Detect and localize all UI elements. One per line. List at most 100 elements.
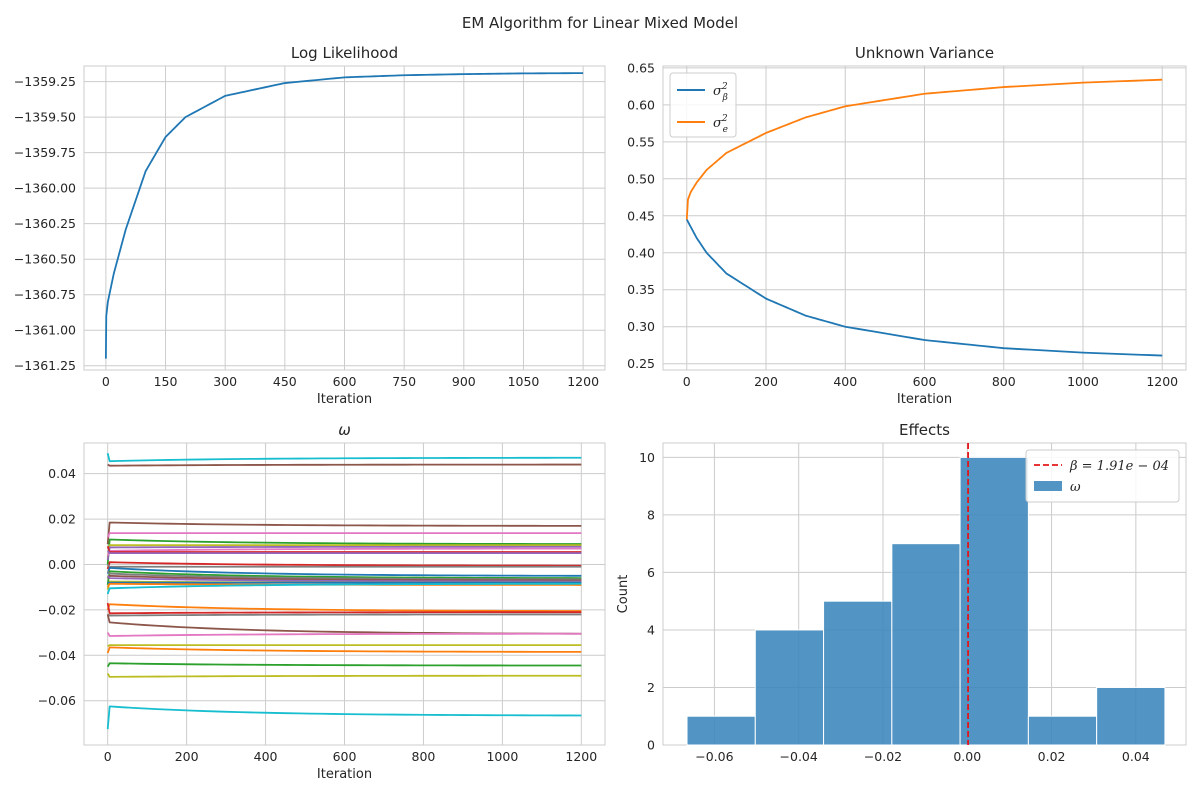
omega-trace — [107, 550, 582, 555]
x-tick-label: 600 — [913, 374, 937, 389]
x-tick-label: 300 — [213, 374, 237, 389]
y-tick-label: 0.55 — [627, 134, 655, 149]
x-tick-label: 1000 — [1067, 374, 1099, 389]
omega-trace — [106, 538, 582, 565]
x-tick-label: 600 — [333, 374, 357, 389]
x-tick-label: 1000 — [486, 749, 518, 764]
omega-trace — [107, 574, 582, 582]
y-tick-label: −0.02 — [38, 602, 76, 617]
y-tick-label: −1360.00 — [14, 181, 76, 196]
y-tick-label: 0.02 — [48, 512, 76, 527]
panel-title: ω — [338, 421, 351, 439]
x-tick-label: 0.00 — [953, 749, 981, 764]
legend-box — [1025, 449, 1180, 503]
omega-trace — [107, 570, 582, 581]
legend: σ2 β σ2 e — [669, 72, 737, 138]
omega-trace — [106, 545, 582, 561]
sigma-beta-line — [685, 219, 1163, 357]
x-tick-label: 1050 — [508, 374, 540, 389]
x-tick-label: −0.06 — [695, 749, 733, 764]
omega-trace — [106, 705, 582, 730]
y-tick-label: −1361.25 — [14, 358, 76, 373]
x-axis-label: Iteration — [897, 392, 952, 407]
x-tick-label: 0.02 — [1038, 749, 1066, 764]
panel-title: Unknown Variance — [855, 44, 994, 62]
omega-trace — [106, 547, 582, 556]
x-tick-label: 450 — [273, 374, 297, 389]
axes-frame — [83, 65, 606, 371]
y-tick-label: 4 — [647, 622, 655, 637]
panel-title: Effects — [899, 421, 950, 439]
y-tick-label: 10 — [639, 450, 655, 465]
y-tick-label: −0.06 — [38, 693, 76, 708]
y-tick-label: 0.30 — [627, 319, 655, 334]
y-tick-label: 0.04 — [48, 466, 76, 481]
x-tick-label: −0.04 — [780, 749, 818, 764]
x-tick-label: 400 — [833, 374, 857, 389]
sigma-e-line — [685, 78, 1163, 220]
y-tick-label: 0.50 — [627, 171, 655, 186]
y-tick-label: 0.25 — [627, 356, 655, 371]
omega-trace — [106, 602, 582, 615]
histogram-bar — [891, 543, 961, 746]
legend-swatch-omega — [1034, 481, 1062, 491]
x-tick-label: 150 — [154, 374, 178, 389]
x-tick-label: 600 — [333, 749, 357, 764]
omega-trace — [106, 561, 582, 570]
y-tick-label: −1359.50 — [14, 110, 76, 125]
omega-trace — [107, 644, 582, 648]
omega-trace — [106, 662, 582, 668]
omega-trace — [106, 532, 582, 538]
omega-trace — [107, 463, 582, 467]
legend-label: ω — [1070, 480, 1081, 495]
omega-panel: 0 200 400 600 800 1000 1200 −0.06 −0.04 −0.02 0.00… — [38, 421, 606, 782]
y-axis-label: Count — [616, 575, 631, 614]
x-tick-label: 0 — [102, 374, 110, 389]
legend-label: σ2 β — [713, 82, 728, 103]
y-tick-label: −1359.75 — [14, 145, 76, 160]
x-tick-label: 800 — [412, 749, 436, 764]
x-tick-label: 1200 — [567, 374, 599, 389]
y-tick-label: −1360.50 — [14, 252, 76, 267]
omega-trace — [107, 613, 582, 617]
x-tick-label: 200 — [175, 749, 199, 764]
y-tick-label: 0 — [647, 738, 655, 753]
omega-trace — [106, 453, 582, 463]
omega-trace — [107, 575, 582, 583]
y-tick-label: 0.60 — [627, 97, 655, 112]
y-tick-label: 8 — [647, 507, 655, 522]
x-tick-label: 1200 — [1146, 374, 1178, 389]
omega-trace — [106, 632, 582, 637]
axes-frame — [83, 442, 606, 746]
x-tick-label: −0.02 — [864, 749, 902, 764]
y-tick-label: −0.04 — [38, 648, 76, 663]
y-tick-label: −1359.25 — [14, 74, 76, 89]
y-tick-label: 0.65 — [627, 60, 655, 75]
x-axis-label: Iteration — [317, 767, 372, 782]
y-tick-label: 2 — [647, 680, 655, 695]
y-tick-label: 0.00 — [48, 557, 76, 572]
y-tick-label: −1360.25 — [14, 216, 76, 231]
histogram-bar — [823, 600, 893, 746]
y-tick-label: 0.40 — [627, 245, 655, 260]
log-likelihood-panel: 0 150 300 450 600 750 900 1050 1200 −1361.25 −1361… — [14, 44, 606, 407]
x-axis-label: Iteration — [317, 392, 372, 407]
loglik-line — [104, 72, 584, 359]
x-tick-label: 0 — [683, 374, 691, 389]
x-tick-label: 800 — [992, 374, 1016, 389]
figure-suptitle: EM Algorithm for Linear Mixed Model — [462, 14, 738, 32]
omega-trace — [106, 603, 582, 612]
histogram-bar — [686, 715, 756, 746]
legend-label: β = 1.91e − 04 — [1069, 459, 1169, 474]
y-tick-label: −1360.75 — [14, 287, 76, 302]
histogram-bar — [754, 629, 825, 746]
omega-trace — [106, 544, 582, 558]
y-tick-label: −1361.00 — [14, 323, 76, 338]
histogram-bar — [1027, 715, 1098, 746]
y-tick-label: 0.35 — [627, 282, 655, 297]
histogram-bar — [1096, 686, 1166, 746]
omega-trace — [107, 563, 582, 568]
x-tick-label: 400 — [254, 749, 278, 764]
omega-trace — [106, 673, 582, 678]
